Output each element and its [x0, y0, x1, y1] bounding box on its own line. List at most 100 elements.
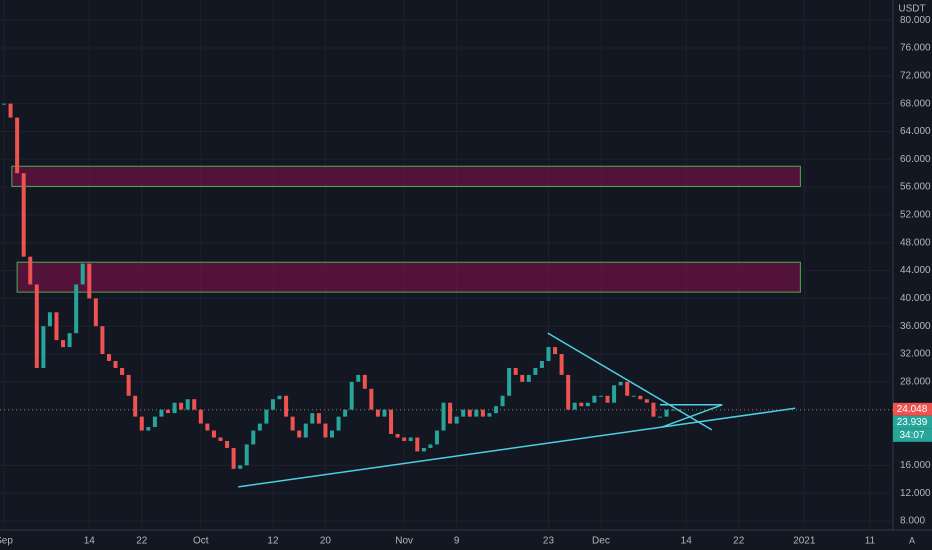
- candle: [454, 416, 459, 424]
- candle: [507, 367, 512, 396]
- candle: [467, 409, 472, 417]
- candle: [251, 430, 256, 445]
- x-tick-label: 22: [733, 536, 745, 547]
- y-tick-label: 40.000: [900, 293, 931, 304]
- candle: [8, 103, 13, 118]
- candle: [231, 447, 236, 469]
- price-tag-label: 24.048: [897, 404, 928, 415]
- candle: [428, 444, 433, 448]
- candle: [2, 103, 6, 105]
- x-tick-label: Sep: [0, 536, 13, 547]
- auto-scale-button[interactable]: A: [909, 535, 915, 545]
- candle: [41, 326, 46, 368]
- candle: [343, 409, 348, 417]
- axis-labels: 8.000 12.000 16.000 28.000 32.000 36.000 40.00…: [0, 15, 932, 547]
- candle: [159, 409, 164, 417]
- candle: [598, 395, 603, 397]
- candle: [651, 402, 656, 417]
- candle: [277, 395, 282, 400]
- candle: [474, 409, 479, 417]
- candle: [415, 437, 420, 452]
- candle: [441, 402, 446, 431]
- candle: [270, 399, 275, 410]
- price-tag: [893, 402, 932, 416]
- price-tag-label: 23.939: [897, 417, 928, 428]
- plot-area: [0, 0, 893, 530]
- candle: [185, 399, 190, 410]
- candle: [382, 409, 387, 417]
- candle: [461, 409, 466, 417]
- candle: [480, 409, 485, 417]
- candle: [546, 347, 551, 361]
- candle: [61, 340, 66, 348]
- candle: [179, 402, 184, 410]
- y-tick-label: 68.000: [900, 98, 931, 109]
- candle: [375, 409, 380, 417]
- candle: [395, 434, 400, 438]
- candle: [192, 399, 197, 410]
- y-tick-label: 12.000: [900, 488, 931, 499]
- candle: [264, 409, 269, 424]
- candle: [612, 385, 617, 403]
- candle: [677, 409, 682, 411]
- candle: [211, 430, 216, 438]
- candle: [225, 440, 230, 448]
- candle: [74, 284, 79, 334]
- candle: [585, 402, 590, 407]
- candle: [559, 354, 564, 375]
- candle: [572, 402, 577, 410]
- x-tick-label: Dec: [592, 536, 610, 547]
- y-tick-label: 76.000: [900, 43, 931, 54]
- x-tick-label: 22: [136, 536, 148, 547]
- candle: [539, 360, 544, 368]
- candle: [120, 367, 125, 375]
- candle: [290, 416, 295, 431]
- x-tick-label: 2021: [793, 536, 816, 547]
- candle: [349, 381, 354, 410]
- y-tick-label: 72.000: [900, 70, 931, 81]
- candle: [421, 447, 426, 452]
- candle: [448, 402, 453, 424]
- countdown-tag: [893, 428, 932, 442]
- x-tick-label: 20: [320, 536, 332, 547]
- candle: [34, 284, 39, 368]
- price-tag: [893, 415, 932, 429]
- trend-line: [660, 404, 723, 428]
- candle: [671, 409, 676, 411]
- candle: [133, 395, 138, 417]
- candle: [152, 416, 157, 428]
- candle: [67, 333, 72, 348]
- y-tick-label: 8.000: [900, 516, 925, 527]
- candle: [323, 423, 328, 438]
- x-tick-label: Nov: [395, 536, 413, 547]
- y-tick-label: 60.000: [900, 154, 931, 165]
- candle: [631, 395, 636, 397]
- y-tick-label: 32.000: [900, 349, 931, 360]
- candle: [172, 402, 177, 414]
- candle: [80, 263, 85, 285]
- candle: [434, 430, 439, 445]
- x-tick-label: 11: [865, 536, 876, 547]
- x-tick-label: 12: [267, 536, 279, 547]
- candle: [356, 374, 361, 382]
- candle: [526, 374, 531, 382]
- candle: [87, 263, 92, 299]
- y-tick-label: 44.000: [900, 265, 931, 276]
- candle: [369, 388, 374, 410]
- y-tick-label: 56.000: [900, 182, 931, 193]
- candle: [487, 413, 492, 417]
- y-tick-label: 64.000: [900, 126, 931, 137]
- x-tick-label: 9: [454, 536, 460, 547]
- price-zone: [16, 261, 801, 293]
- candle: [566, 374, 571, 410]
- y-tick-label: 28.000: [900, 376, 931, 387]
- candle: [513, 367, 518, 375]
- trend-line: [547, 332, 713, 431]
- candle: [54, 312, 59, 341]
- candle: [244, 444, 249, 466]
- x-tick-label: 23: [543, 536, 555, 547]
- currency-label: USDT: [898, 4, 925, 15]
- y-tick-label: 36.000: [900, 321, 931, 332]
- y-tick-label: 16.000: [900, 460, 931, 471]
